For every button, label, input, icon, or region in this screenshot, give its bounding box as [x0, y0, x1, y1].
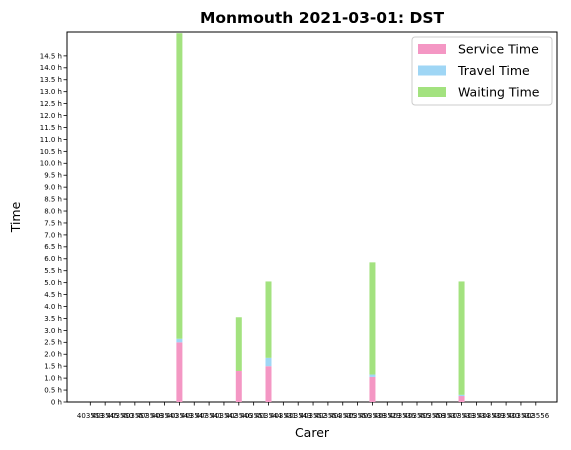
- y-tick-label: 9.5 h: [44, 172, 62, 180]
- x-tick-label: 403530: [493, 412, 520, 420]
- x-tick-label: 403555: [404, 412, 431, 420]
- x-tick-label: 403532: [508, 412, 535, 420]
- x-tick-label: 403544: [255, 412, 282, 420]
- x-tick-label: 403549: [166, 412, 193, 420]
- bar-waiting-time-403544: [265, 281, 272, 358]
- y-axis-label: Time: [8, 201, 23, 233]
- x-tick-label: 403534: [463, 412, 490, 420]
- x-tick-label: 403554: [315, 412, 342, 420]
- legend-label: Waiting Time: [458, 85, 540, 100]
- y-tick-label: 3.5 h: [44, 315, 62, 323]
- y-tick-label: 12.5 h: [40, 100, 62, 108]
- x-axis: 4035534035454035504035574035484035404035…: [77, 402, 550, 420]
- x-tick-label: 403556: [522, 412, 549, 420]
- y-axis: 0 h 0.5 h 1.0 h 1.5 h 2.0 h 2.5 h 3.0 h 3.5 h 4.…: [40, 52, 67, 406]
- legend-swatch: [418, 87, 446, 97]
- bar-waiting-time-403549: [176, 33, 183, 339]
- y-tick-label: 1.0 h: [44, 375, 62, 383]
- bar-travel-time-403538: [369, 374, 376, 377]
- y-tick-label: 5.5 h: [44, 267, 62, 275]
- y-tick-label: 7.0 h: [44, 231, 62, 239]
- y-tick-label: 13.5 h: [40, 76, 62, 84]
- x-tick-label: 403542: [211, 412, 238, 420]
- legend-box: [411, 36, 553, 106]
- x-tick-label: 403547: [181, 412, 208, 420]
- x-tick-label: 403531: [270, 412, 297, 420]
- x-tick-label: 403552: [300, 412, 327, 420]
- y-tick-label: 6.5 h: [44, 243, 62, 251]
- x-tick-label: 403553: [77, 412, 104, 420]
- y-tick-label: 4.5 h: [44, 291, 62, 299]
- x-tick-label: 403543: [285, 412, 312, 420]
- bar-waiting-time-403546: [235, 317, 242, 371]
- y-tick-label: 12.0 h: [40, 112, 62, 120]
- legend: Service Time Travel Time Waiting Time: [411, 36, 553, 106]
- bar-travel-time-403544: [265, 357, 272, 367]
- x-tick-label: 403548: [136, 412, 163, 420]
- chart-title: Monmouth 2021-03-01: DST: [200, 9, 445, 27]
- y-tick-label: 4.0 h: [44, 303, 62, 311]
- y-tick-label: 1.5 h: [44, 363, 62, 371]
- x-tick-label: 403529: [374, 412, 401, 420]
- y-tick-label: 5.0 h: [44, 279, 62, 287]
- bar-waiting-time-403538: [369, 262, 376, 375]
- bar-service-time-403544: [265, 366, 272, 402]
- y-tick-label: 3.0 h: [44, 327, 62, 335]
- x-axis-label: Carer: [295, 425, 330, 440]
- bar-waiting-time-403533: [458, 281, 465, 395]
- y-tick-label: 2.0 h: [44, 351, 62, 359]
- bar-service-time-403533: [458, 396, 465, 402]
- x-tick-label: 403557: [121, 412, 148, 420]
- plot-frame: [66, 31, 558, 403]
- y-tick-label: 11.5 h: [40, 124, 62, 132]
- bar-service-time-403546: [235, 370, 242, 402]
- x-tick-label: 403538: [359, 412, 386, 420]
- y-tick-label: 8.5 h: [44, 195, 62, 203]
- legend-swatch: [418, 65, 446, 76]
- bar-travel-time-403549: [176, 338, 183, 343]
- legend-label: Service Time: [458, 42, 539, 57]
- y-tick-label: 14.0 h: [40, 64, 62, 72]
- x-tick-label: 403546: [225, 412, 252, 420]
- y-tick-label: 11.0 h: [40, 136, 62, 144]
- y-tick-label: 10.5 h: [40, 148, 62, 156]
- y-tick-label: 8.0 h: [44, 207, 62, 215]
- x-tick-label: 403535: [329, 412, 356, 420]
- legend-swatch: [418, 44, 446, 54]
- x-tick-label: 403536: [389, 412, 416, 420]
- x-tick-label: 403537: [433, 412, 460, 420]
- y-tick-label: 9.0 h: [44, 184, 62, 192]
- y-tick-label: 0 h: [51, 398, 62, 406]
- y-tick-label: 6.0 h: [44, 255, 62, 263]
- legend-label: Travel Time: [457, 63, 530, 78]
- y-tick-label: 2.5 h: [44, 339, 62, 347]
- bar-travel-time-403533: [458, 394, 465, 397]
- y-tick-label: 14.5 h: [40, 52, 62, 60]
- y-tick-label: 7.5 h: [44, 219, 62, 227]
- y-tick-label: 0.5 h: [44, 386, 62, 394]
- x-tick-label: 403541: [196, 412, 223, 420]
- x-tick-label: 403545: [92, 412, 119, 420]
- x-tick-label: 403540: [151, 412, 178, 420]
- x-tick-label: 403533: [448, 412, 475, 420]
- x-tick-label: 403558: [418, 412, 445, 420]
- x-tick-label: 403556: [344, 412, 371, 420]
- bars-layer: [176, 33, 465, 402]
- bar-service-time-403538: [369, 376, 376, 402]
- y-tick-label: 13.0 h: [40, 88, 62, 96]
- y-tick-label: 10.0 h: [40, 160, 62, 168]
- x-tick-label: 403551: [240, 412, 267, 420]
- bar-service-time-403549: [176, 342, 183, 402]
- x-tick-label: 403550: [107, 412, 134, 420]
- x-tick-label: 403539: [478, 412, 505, 420]
